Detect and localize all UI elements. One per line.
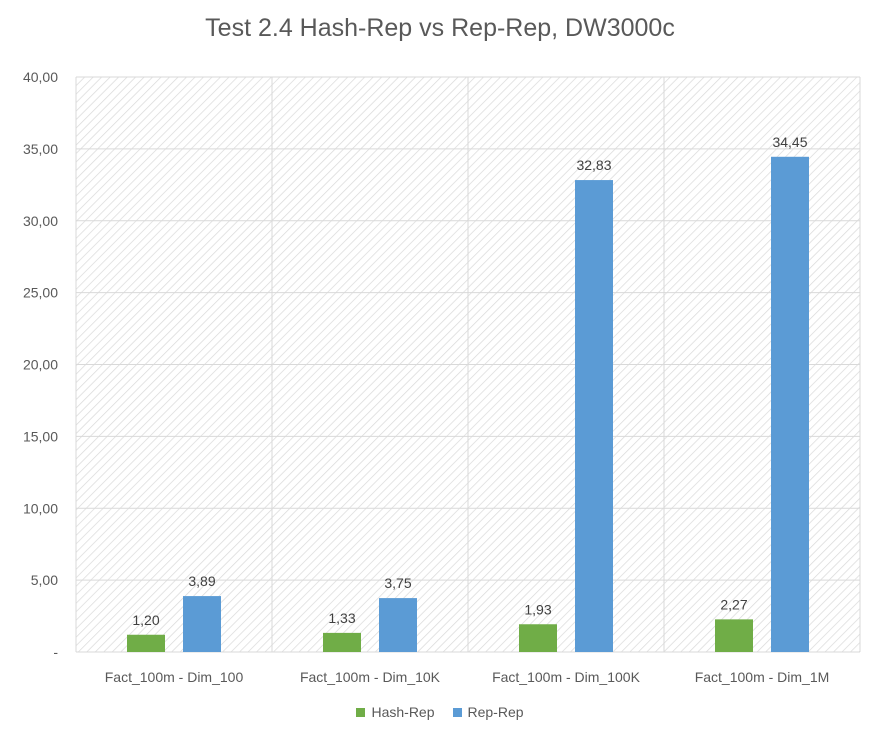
legend-item: Rep-Rep — [452, 704, 524, 720]
x-axis: Fact_100m - Dim_100 Fact_100m - Dim_10K Fa… — [105, 669, 830, 685]
x-tick-label: Fact_100m - Dim_100 — [105, 669, 244, 685]
data-label: 3,75 — [384, 575, 411, 591]
bars-layer — [127, 156, 809, 652]
y-tick-label: 35,00 — [23, 141, 58, 157]
data-label: 3,89 — [188, 573, 215, 589]
legend: Hash-Rep Rep-Rep — [0, 704, 880, 720]
grid-layer — [75, 76, 861, 653]
y-tick-label: 5,00 — [31, 572, 58, 588]
legend-swatch — [356, 707, 366, 717]
x-tick-label: Fact_100m - Dim_100K — [492, 669, 641, 685]
y-tick-label: 25,00 — [23, 285, 58, 301]
bar-rep-rep — [575, 180, 613, 652]
y-tick-label: 20,00 — [23, 357, 58, 373]
data-label: 32,83 — [576, 157, 611, 173]
data-label: 2,27 — [720, 596, 747, 612]
y-tick-label: 40,00 — [23, 69, 58, 85]
y-tick-label: 30,00 — [23, 213, 58, 229]
bar-rep-rep — [183, 596, 221, 652]
data-label: 1,33 — [328, 610, 355, 626]
y-axis: - 5,00 10,00 15,00 20,00 25,00 30,00 35,00 40,00 — [23, 69, 58, 660]
bar-hash-rep — [127, 634, 165, 652]
data-label: 1,93 — [524, 601, 551, 617]
legend-swatch — [452, 707, 462, 717]
bar-hash-rep — [519, 624, 557, 652]
y-tick-label: - — [53, 644, 58, 660]
x-tick-label: Fact_100m - Dim_1M — [695, 669, 830, 685]
x-tick-label: Fact_100m - Dim_10K — [300, 669, 441, 685]
legend-label: Hash-Rep — [371, 704, 435, 720]
bar-rep-rep — [771, 156, 809, 652]
data-labels-layer: 1,20 3,89 1,33 3,75 1,93 32,83 2,27 34,45 — [132, 134, 807, 628]
y-tick-label: 10,00 — [23, 500, 58, 516]
legend-label: Rep-Rep — [467, 704, 524, 720]
bar-hash-rep — [323, 632, 361, 652]
legend-item: Hash-Rep — [356, 704, 435, 720]
data-label: 1,20 — [132, 612, 159, 628]
y-tick-label: 15,00 — [23, 428, 58, 444]
chart-title: Test 2.4 Hash-Rep vs Rep-Rep, DW3000c — [205, 14, 675, 42]
bar-hash-rep — [715, 619, 753, 652]
bar-rep-rep — [379, 598, 417, 652]
data-label: 34,45 — [772, 134, 807, 150]
